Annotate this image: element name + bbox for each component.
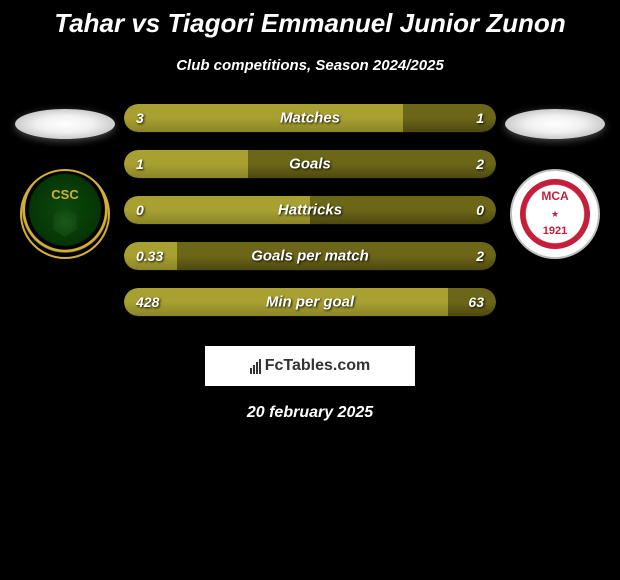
stat-value-left: 0	[136, 202, 144, 218]
star-icon: ★	[551, 209, 559, 220]
stat-bar: Goals 1 2	[124, 150, 496, 178]
stat-bar: Matches 3 1	[124, 104, 496, 132]
stat-value-left: 0.33	[136, 248, 163, 264]
chart-icon	[250, 359, 261, 374]
stat-label: Hattricks	[278, 202, 342, 219]
left-club-badge	[20, 169, 110, 259]
stat-label: Min per goal	[266, 294, 354, 311]
watermark-text: FcTables.com	[265, 357, 371, 375]
date-text: 20 february 2025	[0, 404, 620, 422]
comparison-area: Matches 3 1 Goals 1 2 Hattricks 0 0 Goals per mat…	[0, 104, 620, 334]
stat-value-right: 0	[476, 202, 484, 218]
page-title: Tahar vs Tiagori Emmanuel Junior Zunon	[0, 0, 620, 39]
stat-value-right: 2	[476, 248, 484, 264]
bar-segment-left	[124, 104, 403, 132]
left-player-silhouette	[15, 109, 115, 139]
right-player-silhouette	[505, 109, 605, 139]
watermark: FcTables.com	[205, 346, 415, 386]
stat-value-left: 428	[136, 294, 159, 310]
stat-bars: Matches 3 1 Goals 1 2 Hattricks 0 0 Goals per mat…	[120, 104, 500, 334]
right-club-badge: ★	[510, 169, 600, 259]
stat-value-right: 1	[476, 110, 484, 126]
stat-label: Goals	[289, 156, 331, 173]
stat-bar: Min per goal 428 63	[124, 288, 496, 316]
stat-bar: Goals per match 0.33 2	[124, 242, 496, 270]
stat-bar: Hattricks 0 0	[124, 196, 496, 224]
stat-label: Matches	[280, 110, 340, 127]
subtitle: Club competitions, Season 2024/2025	[0, 57, 620, 74]
left-player-column	[10, 104, 120, 334]
stat-value-left: 1	[136, 156, 144, 172]
right-player-column: ★	[500, 104, 610, 334]
bar-segment-right	[248, 150, 496, 178]
right-club-badge-inner: ★	[520, 179, 590, 249]
stat-label: Goals per match	[251, 248, 369, 265]
stat-value-left: 3	[136, 110, 144, 126]
stat-value-right: 63	[468, 294, 484, 310]
stat-value-right: 2	[476, 156, 484, 172]
